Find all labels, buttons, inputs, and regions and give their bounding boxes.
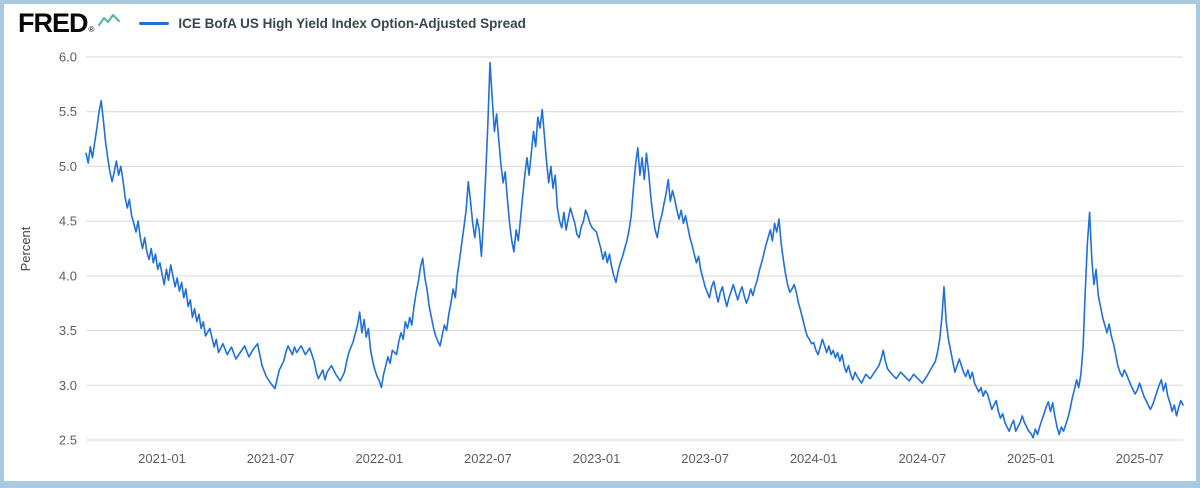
series-line[interactable] — [85, 61, 1184, 439]
y-tick-label: 2.5 — [59, 433, 77, 448]
legend: ICE BofA US High Yield Index Option-Adju… — [139, 16, 526, 31]
chart-area[interactable]: 6.0 5.5 5.0 4.5 4.0 3.5 3.0 2.5 2021-01 2021-07 20… — [4, 42, 1196, 478]
chart-header: FRED ® ICE BofA US High Yield Index Opti… — [4, 4, 1196, 42]
x-tick-label: 2023-07 — [681, 451, 729, 466]
y-tick-label: 4.5 — [59, 214, 77, 229]
registered-trademark: ® — [88, 25, 95, 34]
series-legend-swatch — [139, 21, 170, 25]
y-tick-label: 5.5 — [59, 104, 77, 119]
chart-svg[interactable]: 6.0 5.5 5.0 4.5 4.0 3.5 3.0 2.5 2021-01 2021-07 20… — [4, 42, 1196, 478]
y-tick-label: 3.5 — [59, 323, 77, 338]
x-tick-label: 2023-01 — [573, 451, 621, 466]
x-tick-label: 2022-01 — [355, 451, 403, 466]
x-tick-label: 2024-07 — [898, 451, 946, 466]
y-tick-label: 5.0 — [59, 159, 77, 174]
x-tick-label: 2024-01 — [790, 451, 838, 466]
y-tick-label: 6.0 — [59, 50, 77, 65]
y-tick-label: 4.0 — [59, 268, 77, 283]
series-legend-label: ICE BofA US High Yield Index Option-Adju… — [178, 15, 526, 31]
fred-logo-text: FRED — [18, 8, 88, 38]
fred-logo-link[interactable]: FRED ® — [18, 8, 121, 38]
fred-sparkline-icon — [97, 12, 121, 34]
y-tick-label: 3.0 — [59, 378, 77, 393]
x-tick-label: 2025-07 — [1116, 451, 1164, 466]
x-tick-label: 2025-01 — [1007, 451, 1055, 466]
x-tick-label: 2021-07 — [247, 451, 295, 466]
x-tick-label: 2022-07 — [464, 451, 512, 466]
y-axis-label: Percent — [18, 226, 33, 271]
x-tick-label: 2021-01 — [138, 451, 186, 466]
